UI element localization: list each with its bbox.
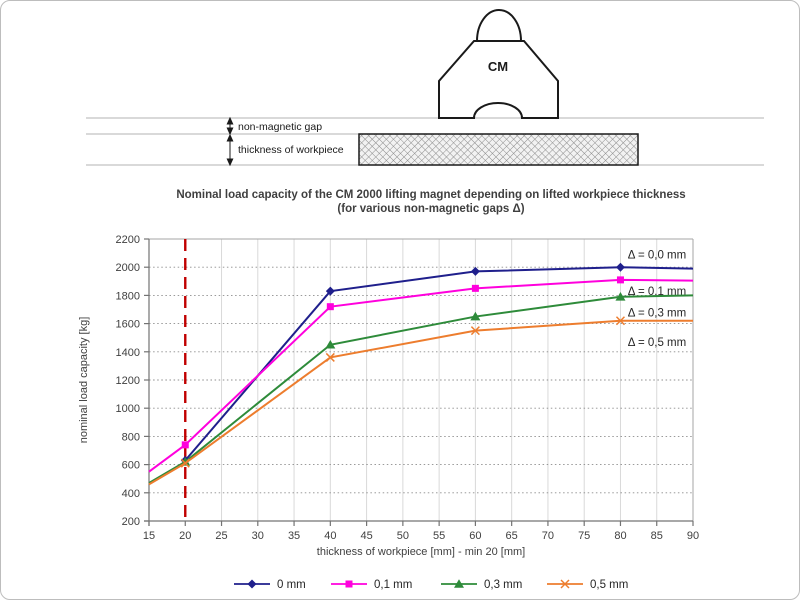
legend-label: 0,3 mm: [484, 579, 522, 591]
legend-item: [234, 579, 270, 589]
square-marker: [616, 276, 624, 284]
x-marker: [470, 326, 480, 336]
x-marker: [615, 316, 625, 326]
thickness-dimension-arrow: [226, 133, 234, 167]
x-tick-label: 15: [143, 530, 155, 542]
chart-title: Nominal load capacity of the CM 2000 lif…: [101, 188, 761, 216]
y-axis-title: nominal load capacity [kg]: [78, 317, 90, 444]
legend-item: [547, 579, 583, 589]
x-tick-label: 70: [542, 530, 554, 542]
y-tick-label: 1600: [116, 319, 140, 331]
x-tick-label: 75: [578, 530, 590, 542]
y-tick-label: 1800: [116, 290, 140, 302]
x-axis-title: thickness of workpiece [mm] - min 20 [mm…: [317, 546, 525, 558]
triangle-marker: [454, 579, 464, 588]
x-tick-label: 60: [469, 530, 481, 542]
square-marker: [345, 580, 353, 588]
magnet-body: [438, 40, 559, 119]
y-tick-label: 600: [122, 460, 140, 472]
legend-label: 0,5 mm: [590, 579, 628, 591]
chart-title-line2: (for various non-magnetic gaps Δ): [337, 203, 525, 215]
magnet-label: CM: [488, 59, 508, 74]
x-tick-label: 90: [687, 530, 699, 542]
x-marker: [560, 579, 570, 589]
series-annotation: Δ = 0,0 mm: [628, 250, 687, 262]
x-tick-label: 65: [506, 530, 518, 542]
gap-dimension-arrow: [226, 116, 234, 136]
workpiece-hatched-bar: [358, 133, 639, 166]
triangle-marker: [325, 339, 336, 349]
y-tick-label: 400: [122, 488, 140, 500]
y-tick-label: 1200: [116, 375, 140, 387]
magnet-schematic: CM non-magnetic gap thickness of workpie…: [86, 9, 764, 167]
y-tick-label: 2200: [116, 234, 140, 246]
series-line-01mm: [148, 278, 694, 473]
x-marker: [180, 458, 190, 468]
x-tick-label: 50: [397, 530, 409, 542]
magnet-shackle: [475, 9, 523, 42]
square-marker: [181, 441, 189, 449]
x-marker: [325, 352, 335, 362]
diamond-marker: [615, 262, 625, 272]
x-tick-label: 80: [614, 530, 626, 542]
magnet-icon: CM: [438, 9, 559, 119]
legend-item: [441, 579, 477, 588]
y-tick-label: 1400: [116, 347, 140, 359]
series-annotation: Δ = 0,5 mm: [628, 337, 687, 349]
x-tick-label: 35: [288, 530, 300, 542]
square-marker: [471, 284, 479, 292]
x-tick-label: 40: [324, 530, 336, 542]
legend-label: 0 mm: [277, 579, 306, 591]
gap-label: non-magnetic gap: [238, 121, 322, 133]
x-tick-label: 30: [252, 530, 264, 542]
series-annotation: Δ = 0,3 mm: [628, 307, 687, 319]
diamond-marker: [325, 286, 335, 296]
x-tick-label: 45: [360, 530, 372, 542]
x-tick-label: 85: [651, 530, 663, 542]
triangle-marker: [180, 456, 191, 466]
thickness-label: thickness of workpiece: [238, 144, 344, 156]
diamond-marker: [470, 266, 480, 276]
triangle-marker: [470, 311, 481, 321]
x-tick-label: 55: [433, 530, 445, 542]
legend-label: 0,1 mm: [374, 579, 412, 591]
y-tick-label: 200: [122, 516, 140, 528]
triangle-marker: [615, 292, 626, 301]
y-tick-label: 800: [122, 431, 140, 443]
y-tick-label: 1000: [116, 403, 140, 415]
y-tick-label: 2000: [116, 262, 140, 274]
x-tick-label: 25: [215, 530, 227, 542]
square-marker: [326, 303, 334, 311]
x-tick-label: 20: [179, 530, 191, 542]
chart-title-line1: Nominal load capacity of the CM 2000 lif…: [176, 189, 686, 201]
diamond-marker: [247, 579, 257, 589]
series-line-05mm: [148, 319, 693, 486]
legend-item: [331, 580, 367, 588]
series-line-03mm: [148, 294, 694, 484]
